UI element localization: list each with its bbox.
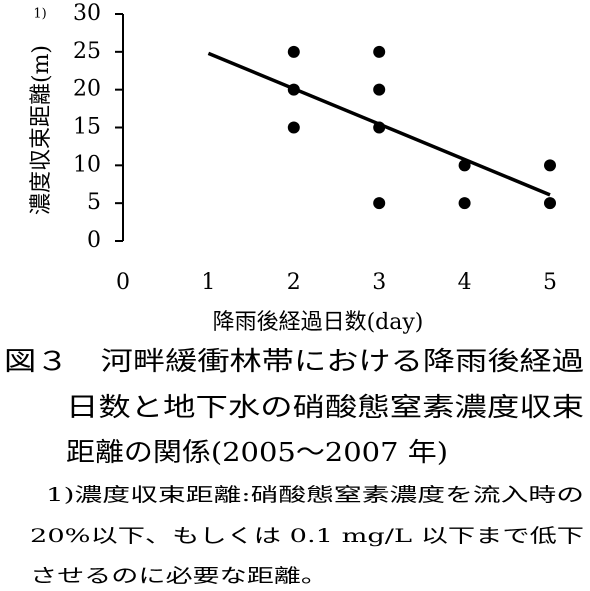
y-tick-label: 5 — [87, 190, 101, 215]
y-tick-label: 15 — [73, 115, 101, 140]
caption-line: 日数と地下水の硝酸態窒素濃度収束 — [66, 393, 584, 423]
point — [544, 197, 556, 210]
x-tick-label: 2 — [287, 270, 301, 295]
y-tick-label: 10 — [73, 152, 101, 177]
footnote-line: 20%以下、もしくは 0.1 mg/L 以下まで低下 — [30, 525, 584, 547]
y-tick-label: 25 — [73, 39, 101, 64]
point — [287, 45, 300, 58]
x-tick-label: 0 — [116, 270, 130, 295]
caption-line: 距離の関係(2005～2007 年) — [66, 438, 448, 468]
footnote-line: 1)濃度収束距離:硝酸態窒素濃度を流入時の — [46, 484, 584, 506]
x-tick-label: 5 — [543, 270, 557, 295]
point — [373, 45, 386, 58]
y-tick-label: 30 — [73, 1, 101, 26]
point — [373, 121, 386, 134]
y-label-note: 1) — [33, 7, 46, 22]
point — [287, 121, 300, 134]
point — [287, 83, 300, 96]
y-axis-label: 濃度収束距離(m) — [29, 45, 54, 215]
point — [373, 83, 386, 96]
y-tick-label: 0 — [87, 228, 101, 253]
point — [458, 159, 471, 172]
x-axis-label: 降雨後経過日数(day) — [213, 310, 424, 335]
x-tick-label: 4 — [458, 270, 472, 295]
caption-line: 図３ 河畔緩衝林帯における降雨後経過 — [4, 347, 584, 377]
point — [373, 197, 386, 210]
footnote-line: させるのに必要な距離。 — [30, 565, 328, 587]
point — [458, 197, 471, 210]
y-tick-label: 20 — [73, 77, 101, 102]
x-tick-label: 1 — [201, 270, 215, 295]
point — [544, 159, 556, 172]
x-tick-label: 3 — [372, 270, 386, 295]
